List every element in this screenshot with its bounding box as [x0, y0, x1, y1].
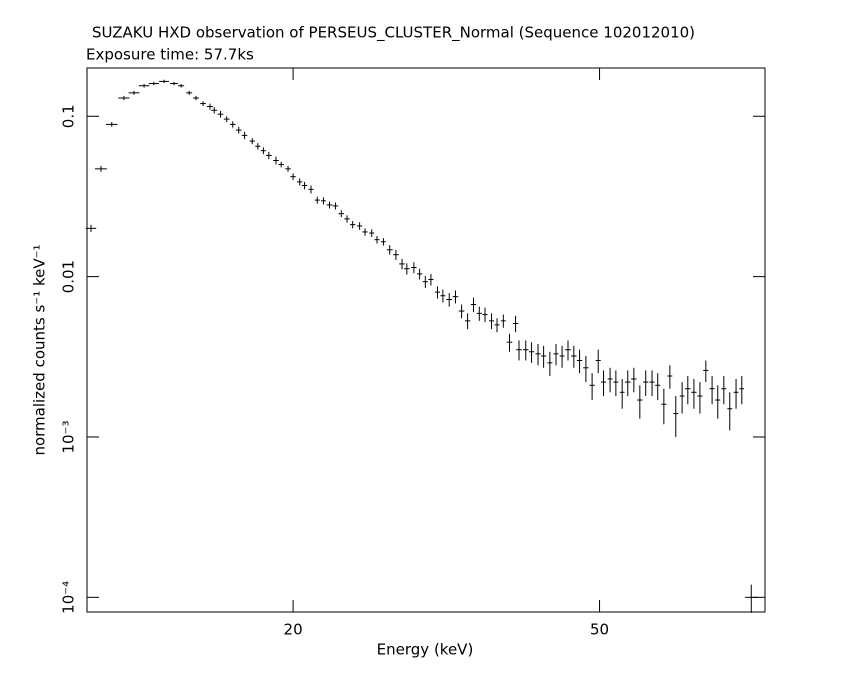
chart-title: SUZAKU HXD observation of PERSEUS_CLUSTE…: [92, 24, 695, 43]
chart-subtitle: Exposure time: 57.7ks: [86, 46, 254, 64]
y-axis-label: normalized counts s⁻¹ keV⁻¹: [31, 244, 49, 455]
y-tick-label: 10⁻³: [60, 420, 78, 453]
x-tick-label: 20: [284, 621, 303, 639]
x-axis-label: Energy (keV): [377, 641, 474, 659]
plot-frame: [86, 67, 766, 613]
x-tick-label: 50: [590, 621, 609, 639]
y-tick-label: 0.1: [60, 104, 78, 128]
y-tick-label: 10⁻⁴: [60, 581, 78, 614]
y-tick-label: 0.01: [60, 260, 78, 293]
